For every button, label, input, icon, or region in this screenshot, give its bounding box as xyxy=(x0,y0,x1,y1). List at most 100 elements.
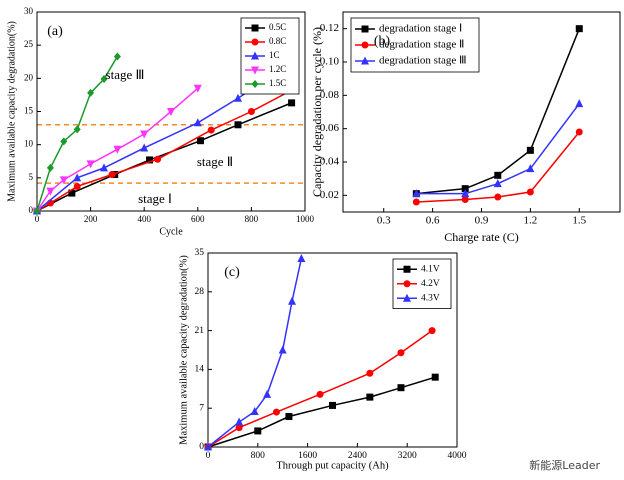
y-tick-label: 0.02 xyxy=(320,189,339,201)
plot-frame xyxy=(36,11,306,212)
marker xyxy=(361,25,369,33)
marker xyxy=(494,171,502,179)
marker xyxy=(278,345,287,354)
y-tick-label: 0.04 xyxy=(320,156,340,168)
marker xyxy=(397,349,405,357)
marker xyxy=(361,56,369,65)
marker xyxy=(297,254,306,263)
series-line xyxy=(36,89,292,212)
marker xyxy=(247,108,255,115)
legend-label: 4.2V xyxy=(421,279,440,289)
y-tick-label: 35 xyxy=(195,248,205,258)
x-axis-label: Through put capacity (Ah) xyxy=(276,460,389,471)
x-tick-label: 200 xyxy=(84,214,98,224)
legend-label: degradation stage Ⅱ xyxy=(379,39,464,51)
y-tick-label: 7 xyxy=(199,403,204,413)
y-tick-label: 21 xyxy=(195,326,205,336)
marker xyxy=(403,293,411,302)
legend-label: 1C xyxy=(269,50,280,60)
annotation: stage Ⅲ xyxy=(106,67,145,82)
marker xyxy=(575,99,584,108)
y-tick-label: 0.06 xyxy=(320,122,340,134)
legend-label: 0.8C xyxy=(269,36,286,46)
legend-label: degradation stage Ⅰ xyxy=(379,23,462,35)
marker xyxy=(526,146,534,154)
marker xyxy=(113,52,121,61)
marker xyxy=(204,442,212,451)
watermark: 新能源Leader xyxy=(529,458,600,472)
marker xyxy=(251,51,259,60)
plot-frame xyxy=(207,252,458,448)
marker xyxy=(403,280,411,288)
marker xyxy=(403,265,411,273)
marker xyxy=(366,393,374,401)
legend-label: 1.5C xyxy=(269,78,286,88)
marker xyxy=(167,108,175,116)
marker xyxy=(254,427,262,435)
marker xyxy=(113,145,122,154)
marker xyxy=(234,93,242,102)
legend-label: 4.1V xyxy=(421,264,440,274)
marker xyxy=(87,88,95,97)
marker xyxy=(251,66,259,75)
x-tick-label: 800 xyxy=(251,451,266,461)
marker xyxy=(397,384,405,392)
marker xyxy=(100,163,108,172)
y-tick-label: 0 xyxy=(29,205,34,215)
y-tick-label: 10 xyxy=(24,139,34,149)
marker xyxy=(526,188,534,196)
marker xyxy=(196,137,204,145)
marker xyxy=(73,182,81,190)
marker xyxy=(428,327,436,335)
x-tick-label: 0.6 xyxy=(426,215,440,227)
panel-label: (c) xyxy=(224,265,240,280)
marker xyxy=(461,185,469,193)
y-tick-label: 0.12 xyxy=(320,22,339,34)
x-tick-label: 400 xyxy=(137,214,151,224)
marker xyxy=(234,121,242,129)
marker xyxy=(235,424,243,432)
x-tick-label: 1600 xyxy=(298,451,317,461)
legend-label: degradation stage Ⅲ xyxy=(379,55,467,67)
marker xyxy=(272,408,280,416)
marker xyxy=(207,126,215,134)
y-axis-label: Maximum available capacity degradation(%… xyxy=(178,255,189,445)
marker xyxy=(494,193,502,201)
marker xyxy=(251,38,259,46)
marker xyxy=(329,401,336,409)
y-tick-label: 20 xyxy=(24,72,34,82)
marker xyxy=(73,173,82,182)
marker xyxy=(461,189,470,198)
y-tick-label: 0.08 xyxy=(320,89,340,101)
marker xyxy=(146,156,154,164)
marker xyxy=(285,413,293,421)
x-tick-label: 0 xyxy=(206,451,211,461)
marker xyxy=(461,196,469,203)
legend-label: 0.5C xyxy=(269,22,286,32)
marker xyxy=(251,80,259,88)
marker xyxy=(251,24,259,32)
marker xyxy=(193,84,202,93)
marker xyxy=(46,163,54,172)
x-tick-label: 2400 xyxy=(348,451,367,461)
marker xyxy=(575,25,583,33)
marker xyxy=(361,41,369,49)
y-tick-label: 5 xyxy=(29,172,34,182)
marker xyxy=(33,207,41,215)
marker xyxy=(288,296,297,305)
y-tick-label: 0 xyxy=(199,442,204,452)
y-tick-label: 30 xyxy=(24,6,34,16)
marker xyxy=(263,389,272,398)
y-tick-label: 0.10 xyxy=(320,56,340,68)
marker xyxy=(140,130,149,139)
marker xyxy=(100,74,108,83)
y-tick-label: 15 xyxy=(24,106,34,116)
marker xyxy=(366,369,374,377)
annotation: stage Ⅰ xyxy=(138,191,172,206)
x-axis-label: Cycle xyxy=(159,226,183,237)
x-tick-label: 1000 xyxy=(296,214,315,224)
y-tick-label: 28 xyxy=(195,287,205,297)
marker xyxy=(316,390,324,398)
x-tick-label: 0 xyxy=(35,214,40,224)
panel-label: (a) xyxy=(47,24,63,39)
